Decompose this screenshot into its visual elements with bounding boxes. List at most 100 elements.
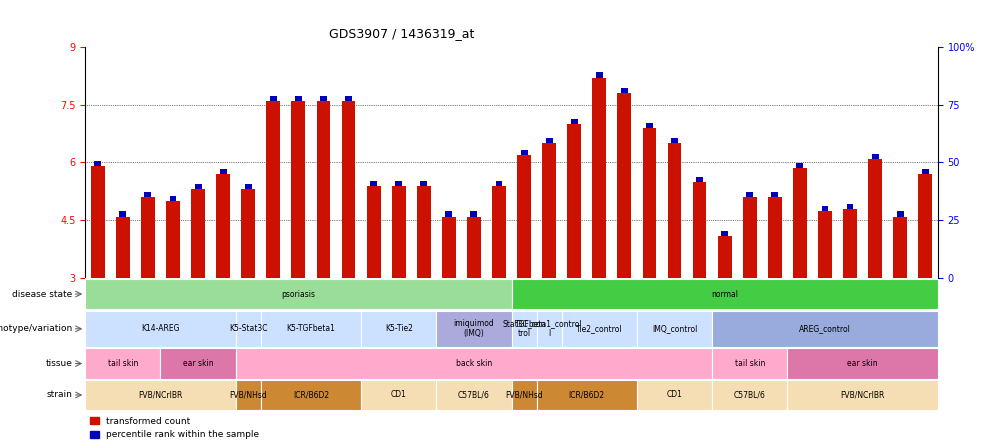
Bar — [169, 196, 176, 201]
Text: IMQ_control: IMQ_control — [651, 324, 696, 333]
Text: K5-Stat3C: K5-Stat3C — [228, 324, 268, 333]
Bar — [517, 155, 530, 278]
Bar — [94, 161, 101, 166]
Bar — [495, 181, 502, 186]
Bar — [261, 380, 361, 410]
Bar — [436, 380, 511, 410]
Bar — [645, 123, 652, 128]
Bar — [235, 310, 261, 347]
Bar — [711, 310, 937, 347]
Bar — [821, 206, 828, 211]
Bar — [295, 95, 302, 101]
Text: strain: strain — [47, 390, 73, 400]
Text: normal: normal — [710, 289, 737, 298]
Text: tissue: tissue — [46, 359, 73, 368]
Text: ICR/B6D2: ICR/B6D2 — [568, 390, 604, 400]
Text: ear skin: ear skin — [182, 359, 213, 368]
Bar — [787, 380, 937, 410]
Bar — [392, 186, 405, 278]
Bar — [511, 279, 937, 309]
Text: imiquimod
(IMQ): imiquimod (IMQ) — [453, 319, 494, 338]
Bar — [270, 95, 277, 101]
Bar — [711, 349, 787, 379]
Text: GDS3907 / 1436319_at: GDS3907 / 1436319_at — [329, 27, 473, 40]
Bar — [711, 380, 787, 410]
Bar — [642, 128, 655, 278]
Bar — [918, 174, 931, 278]
Bar — [395, 181, 402, 186]
Bar — [244, 184, 252, 190]
Text: TGFbeta1_control
l: TGFbeta1_control l — [515, 319, 582, 338]
Bar — [871, 154, 878, 159]
Bar — [144, 192, 151, 197]
Bar — [85, 279, 511, 309]
Bar — [511, 380, 536, 410]
Bar — [595, 72, 602, 78]
Bar — [720, 231, 727, 236]
Bar — [91, 166, 104, 278]
Bar — [241, 190, 255, 278]
Bar — [261, 310, 361, 347]
Bar — [417, 186, 430, 278]
Bar — [445, 211, 452, 217]
Legend: transformed count, percentile rank within the sample: transformed count, percentile rank withi… — [90, 417, 259, 440]
Bar — [267, 101, 280, 278]
Bar — [85, 310, 235, 347]
Bar — [742, 197, 756, 278]
Bar — [320, 95, 327, 101]
Bar — [670, 138, 677, 143]
Bar — [235, 349, 711, 379]
Bar — [536, 310, 561, 347]
Bar — [216, 174, 229, 278]
Bar — [141, 197, 154, 278]
Text: back skin: back skin — [455, 359, 492, 368]
Bar — [470, 211, 477, 217]
Bar — [771, 192, 778, 197]
Bar — [542, 143, 555, 278]
Bar — [345, 95, 352, 101]
Bar — [717, 236, 730, 278]
Bar — [893, 217, 906, 278]
Text: CD1: CD1 — [391, 390, 406, 400]
Bar — [160, 349, 235, 379]
Text: K5-TGFbeta1: K5-TGFbeta1 — [287, 324, 335, 333]
Text: FVB/NHsd: FVB/NHsd — [229, 390, 267, 400]
Bar — [843, 209, 856, 278]
Text: genotype/variation: genotype/variation — [0, 324, 73, 333]
Text: FVB/NHsd: FVB/NHsd — [505, 390, 542, 400]
Bar — [119, 211, 126, 217]
Bar — [570, 119, 577, 124]
Bar — [492, 186, 505, 278]
Bar — [846, 204, 853, 209]
Bar — [768, 197, 781, 278]
Text: disease state: disease state — [12, 289, 73, 298]
Bar — [166, 201, 179, 278]
Bar — [116, 217, 129, 278]
Bar — [617, 93, 630, 278]
Text: ICR/B6D2: ICR/B6D2 — [293, 390, 329, 400]
Bar — [219, 169, 226, 174]
Bar — [636, 380, 711, 410]
Text: K14-AREG: K14-AREG — [141, 324, 179, 333]
Bar — [520, 150, 527, 155]
Text: tail skin: tail skin — [107, 359, 138, 368]
Bar — [567, 124, 580, 278]
Bar — [292, 101, 305, 278]
Bar — [695, 177, 702, 182]
Bar — [921, 169, 928, 174]
Bar — [667, 143, 680, 278]
Text: C57BL/6: C57BL/6 — [458, 390, 489, 400]
Bar — [793, 168, 806, 278]
Bar — [787, 349, 937, 379]
Text: ear skin: ear skin — [847, 359, 877, 368]
Bar — [235, 380, 261, 410]
Bar — [511, 310, 536, 347]
Bar — [561, 310, 636, 347]
Bar — [191, 190, 204, 278]
Bar — [317, 101, 330, 278]
Bar — [467, 217, 480, 278]
Bar — [545, 138, 552, 143]
Text: CD1: CD1 — [666, 390, 681, 400]
Text: FVB/NCrIBR: FVB/NCrIBR — [840, 390, 884, 400]
Bar — [370, 181, 377, 186]
